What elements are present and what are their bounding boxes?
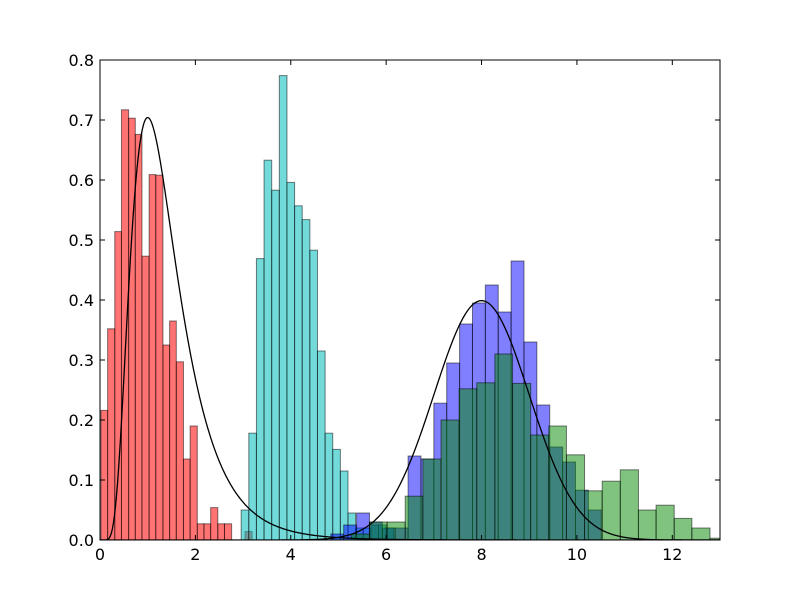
- histogram-bar: [114, 231, 122, 540]
- histogram-bars: [100, 75, 720, 540]
- histogram-bar: [386, 521, 406, 540]
- histogram-bar: [294, 205, 303, 540]
- histogram-bar: [655, 504, 675, 540]
- x-tick-label: 4: [286, 545, 296, 564]
- x-tick-label: 2: [190, 545, 200, 564]
- histogram-bar: [422, 458, 442, 540]
- histogram-bar: [217, 523, 225, 540]
- histogram-bar: [248, 432, 257, 540]
- histogram-bar: [332, 448, 341, 540]
- y-tick-label: 0.7: [69, 111, 94, 130]
- histogram-bar: [339, 470, 349, 540]
- y-tick-label: 0.2: [69, 411, 94, 430]
- histogram-bar: [709, 537, 720, 540]
- histogram-bar: [324, 432, 334, 540]
- histogram-bar: [141, 255, 150, 540]
- histogram-bar: [691, 527, 711, 540]
- x-tick-label: 10: [567, 545, 587, 564]
- histogram-bar: [404, 495, 424, 540]
- histogram-bar: [565, 454, 586, 540]
- histogram-bar: [263, 159, 273, 540]
- histogram-bar: [134, 133, 143, 540]
- x-tick-label: 6: [381, 545, 391, 564]
- x-tick-label: 0: [95, 545, 105, 564]
- y-tick-label: 0.5: [69, 231, 94, 250]
- axis-ticks: [99, 59, 720, 541]
- histogram-bar: [286, 181, 296, 540]
- histogram-bar: [368, 521, 388, 540]
- y-tick-label: 0.1: [69, 471, 94, 490]
- histogram-bar: [440, 419, 460, 540]
- histogram-bar: [223, 523, 233, 540]
- histogram-bar: [189, 425, 198, 540]
- histogram-bar: [128, 117, 136, 540]
- y-tick-label: 0.6: [69, 171, 94, 190]
- histogram-bar: [673, 517, 693, 540]
- histogram-bar: [155, 174, 164, 540]
- histogram-bar: [210, 507, 219, 540]
- histogram-bar: [548, 425, 567, 540]
- y-tick-label: 0.8: [69, 51, 94, 70]
- histogram-bar: [512, 382, 532, 540]
- histogram-bar: [107, 328, 116, 540]
- histogram-bar: [584, 490, 603, 540]
- histogram-bar: [240, 509, 250, 540]
- y-tick-label: 0.3: [69, 351, 94, 370]
- histogram-bar: [255, 258, 265, 540]
- histogram-bar: [278, 75, 288, 540]
- histogram-bar: [100, 409, 109, 540]
- histogram-bar: [476, 382, 496, 540]
- y-tick-label: 0.0: [69, 531, 94, 550]
- histogram-bar: [309, 249, 318, 540]
- histogram-bar: [120, 109, 130, 540]
- histogram-bar: [203, 523, 212, 540]
- histogram-bar: [162, 344, 171, 540]
- tick-labels: 0 2 4 6 8 10 12 0.0 0.1 0.2 0.3 0.4 0.5 0.6 0.7 0.8: [69, 51, 683, 564]
- histogram-bar: [316, 350, 326, 540]
- histogram-bar: [175, 361, 184, 540]
- x-tick-label: 12: [662, 545, 682, 564]
- x-tick-label: 8: [476, 545, 486, 564]
- histogram-bar: [169, 320, 177, 540]
- histogram-bar: [530, 434, 550, 540]
- histogram-bar: [619, 469, 639, 540]
- histogram-bar: [271, 189, 280, 540]
- histogram-bar: [458, 388, 478, 540]
- histogram-bar: [196, 523, 205, 540]
- histogram-bar: [148, 174, 157, 540]
- histogram-bar: [182, 458, 191, 540]
- histogram-bar: [301, 219, 311, 540]
- y-tick-label: 0.4: [69, 291, 94, 310]
- normal-curve: [100, 299, 720, 540]
- histogram-bar: [637, 509, 657, 540]
- histogram-bar: [494, 353, 514, 540]
